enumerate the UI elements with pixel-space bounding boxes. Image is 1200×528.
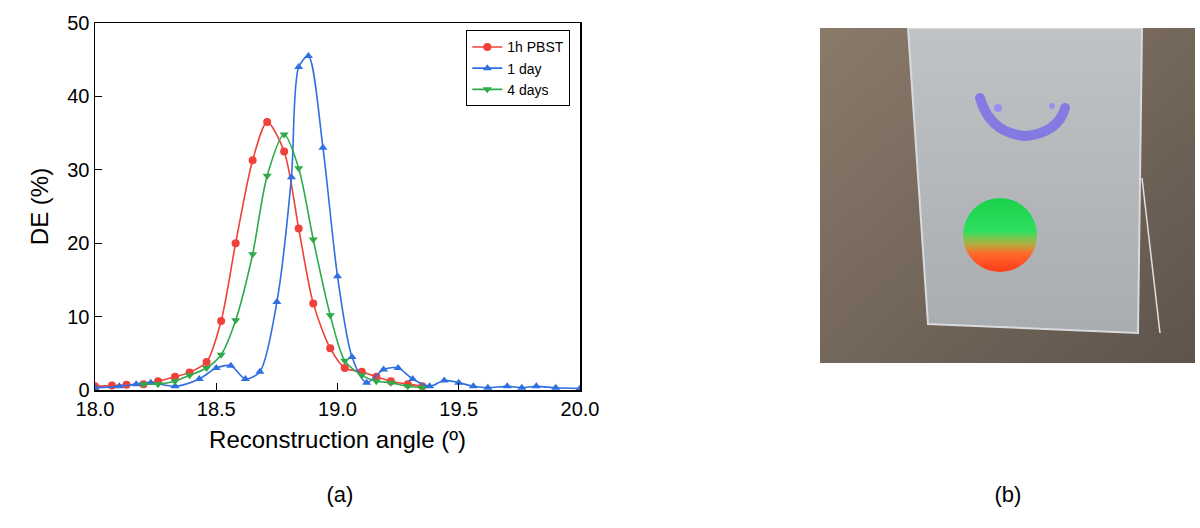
svg-text:4 days: 4 days xyxy=(507,82,548,98)
svg-text:40: 40 xyxy=(67,85,89,107)
svg-text:20.0: 20.0 xyxy=(561,398,600,420)
svg-text:DE (%): DE (%) xyxy=(26,168,53,245)
svg-text:30: 30 xyxy=(67,159,89,181)
svg-text:18.0: 18.0 xyxy=(76,398,115,420)
html-text:(a): (a) xyxy=(326,482,354,507)
svg-text:10: 10 xyxy=(67,306,89,328)
svg-text:19.5: 19.5 xyxy=(439,398,478,420)
svg-text:Reconstruction angle (º): Reconstruction angle (º) xyxy=(209,426,466,453)
svg-text:1h PBST: 1h PBST xyxy=(507,39,563,55)
svg-text:50: 50 xyxy=(67,12,89,34)
svg-text:0: 0 xyxy=(78,379,89,401)
svg-text:1 day: 1 day xyxy=(507,61,541,77)
svg-text:19.0: 19.0 xyxy=(318,398,357,420)
html-text:(b): (b) xyxy=(994,482,1022,507)
svg-text:20: 20 xyxy=(67,232,89,254)
svg-text:18.5: 18.5 xyxy=(197,398,236,420)
